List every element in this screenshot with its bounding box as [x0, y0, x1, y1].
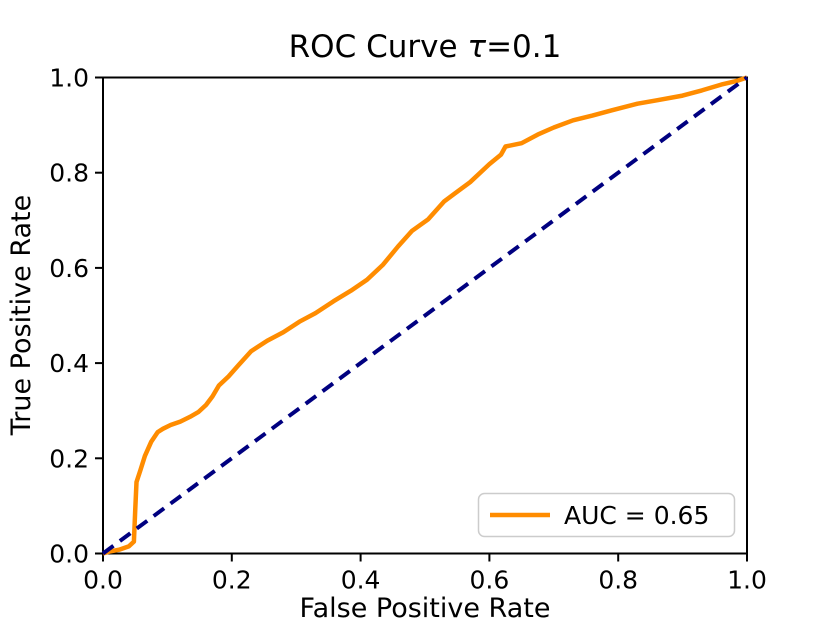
y-tick-label: 0.2	[49, 444, 89, 473]
x-tick-label: 0.2	[212, 566, 252, 595]
chart-title-suffix: =0.1	[486, 29, 561, 65]
x-axis-label: False Positive Rate	[300, 593, 551, 623]
chart-title-tau: τ	[467, 29, 486, 65]
y-tick-label: 0.8	[49, 159, 89, 188]
x-tick-label: 0.8	[598, 566, 638, 595]
plot-dynamic-layer: 0.0 0.2 0.4 0.6 0.8 1.0 0.0 0.2 0.4 0.6 0.8 1.0	[49, 64, 767, 595]
chart-title-prefix: ROC Curve	[289, 29, 468, 65]
y-tick-label: 0.4	[49, 349, 89, 378]
chart-title: ROC Curve τ=0.1	[289, 29, 562, 65]
legend: AUC = 0.65	[477, 492, 736, 538]
y-tick-label: 0.6	[49, 254, 89, 283]
plot-area	[102, 76, 748, 555]
x-tick-label: 0.0	[83, 566, 123, 595]
y-tick-label: 1.0	[49, 64, 89, 93]
y-tick-label: 0.0	[49, 540, 89, 569]
x-tick-label: 0.6	[470, 566, 510, 595]
y-axis-label: True Positive Rate	[6, 195, 37, 437]
roc-curve	[102, 75, 748, 556]
chance-diagonal	[101, 75, 749, 556]
legend-box	[477, 492, 736, 538]
x-tick-label: 0.4	[341, 566, 381, 595]
x-tick-label: 1.0	[727, 566, 767, 595]
legend-label: AUC = 0.65	[564, 501, 709, 530]
